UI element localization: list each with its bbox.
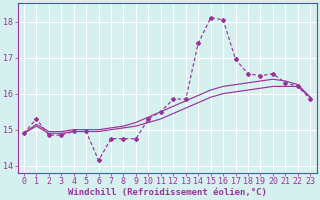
- X-axis label: Windchill (Refroidissement éolien,°C): Windchill (Refroidissement éolien,°C): [68, 188, 267, 197]
